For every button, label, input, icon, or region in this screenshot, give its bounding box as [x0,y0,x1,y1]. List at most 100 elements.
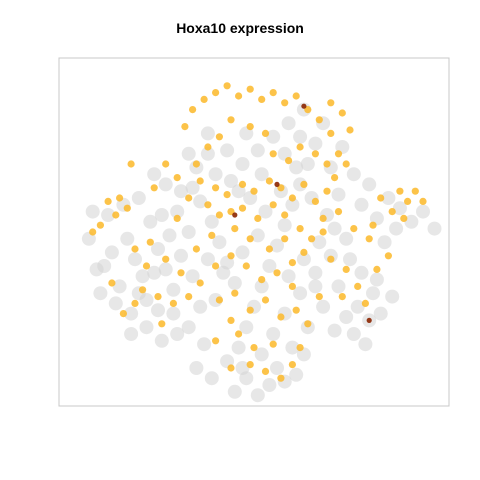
expressing-point [177,269,185,277]
expressing-point [369,221,377,229]
expressing-point [377,194,385,202]
expressing-point [419,197,427,205]
non-expressing-point [316,299,331,314]
non-expressing-point [189,361,204,375]
non-expressing-point [227,384,242,399]
expressing-point [404,197,412,205]
non-expressing-point [392,201,407,216]
non-expressing-point [93,286,108,301]
expressing-point [250,187,258,195]
expressing-point [154,293,162,301]
expressing-point [292,306,300,314]
expressing-point [327,99,335,107]
expressing-point [173,214,181,222]
non-expressing-point [285,197,300,212]
expressing-point [142,262,151,270]
expressing-point [315,293,323,301]
non-expressing-point [350,299,365,314]
expressing-point [185,293,193,301]
expressing-point [258,95,266,103]
high-point [274,181,280,187]
non-expressing-point [185,180,200,195]
expressing-point [384,252,392,260]
chart-title: Hoxa10 expression [176,20,304,36]
non-expressing-point [277,218,292,233]
non-expressing-point [254,347,269,362]
expressing-point [334,150,343,158]
expressing-point [204,201,212,209]
expressing-point [104,197,112,205]
expressing-point [342,160,350,168]
non-expressing-point [258,204,273,219]
expressing-point [227,364,235,372]
non-expressing-point [339,310,354,324]
expressing-point [131,245,139,253]
non-expressing-point [147,265,162,280]
non-expressing-point [101,208,116,222]
expressing-point [235,92,243,100]
non-expressing-point [289,367,304,382]
non-expressing-point [296,252,311,267]
expressing-point [227,316,235,324]
expressing-point [169,299,177,307]
expressing-point [288,361,296,369]
expressing-point [242,262,250,270]
non-expressing-point [312,235,327,250]
expressing-point [342,265,350,273]
non-expressing-point [208,167,223,182]
non-expressing-point [385,289,400,304]
expressing-point [304,320,312,328]
expressing-point [246,123,254,131]
non-expressing-point [285,340,300,355]
non-expressing-point [200,252,215,267]
expressing-point [350,225,358,233]
expressing-point [223,191,231,199]
non-expressing-point [250,388,265,403]
non-expressing-point [331,187,346,202]
non-expressing-point [193,299,208,314]
expressing-point [327,129,335,137]
expressing-point [331,174,339,182]
expressing-point [292,92,300,100]
expressing-point [139,286,147,294]
non-expressing-point [308,279,323,294]
expressing-point [296,225,304,233]
non-expressing-point [373,306,388,321]
expressing-point [192,160,200,168]
expressing-point [281,235,289,243]
non-expressing-point [85,204,100,219]
non-expressing-point [166,282,181,297]
non-expressing-point [270,361,284,375]
expressing-point [285,157,293,165]
non-expressing-point [308,136,323,151]
expressing-point [196,279,204,287]
expressing-point [269,340,277,348]
non-expressing-point [181,146,196,161]
expressing-point [269,89,277,97]
expressing-point [227,252,235,260]
expressing-point [296,344,304,352]
non-expressing-point [158,262,173,277]
non-expressing-point [231,340,246,355]
non-expressing-point [262,378,277,392]
non-expressing-point [166,306,181,321]
expressing-point [269,201,277,209]
expressing-point [373,265,381,273]
expressing-point [261,129,270,137]
non-expressing-point [227,276,242,290]
expressing-point [246,85,254,93]
non-expressing-point [327,323,342,338]
expressing-point [300,180,308,188]
expressing-point [311,197,319,205]
non-expressing-point [181,225,196,239]
expressing-point [231,289,239,297]
expressing-point [277,374,285,382]
non-expressing-point [174,248,188,263]
expressing-point [212,262,220,270]
non-expressing-point [235,361,250,375]
expressing-point [288,282,296,290]
non-expressing-point [147,167,162,182]
expressing-point [212,184,220,192]
expressing-point [281,211,289,219]
expressing-point [288,259,296,267]
